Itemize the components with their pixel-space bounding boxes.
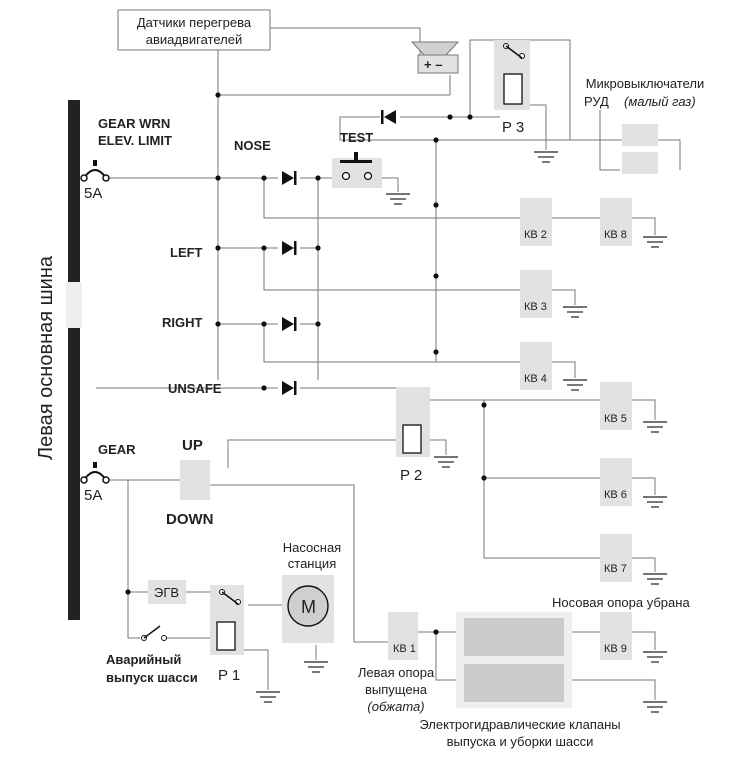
indicator-nose: NOSE [234, 138, 271, 153]
breaker-top-rating: 5A [84, 185, 102, 202]
breaker-bottom-label: GEAR [98, 442, 136, 457]
test-button-icon [340, 152, 373, 181]
main-bus-bar [68, 100, 80, 620]
kv6-label: КВ 6 [604, 489, 627, 501]
relay-p1 [210, 585, 244, 655]
kv-boxes [388, 124, 658, 660]
valve-retract [464, 664, 564, 702]
gear-lever-box [180, 460, 210, 500]
bus-label: Левая основная шина [35, 255, 57, 460]
emergency-line2: выпуск шасси [106, 670, 198, 685]
microswitch-note-line1: Микровыключатели [586, 76, 705, 91]
kv9-label: КВ 9 [604, 643, 627, 655]
breaker-top-line1: GEAR WRN [98, 116, 170, 131]
left-gear-line2: выпущена [365, 682, 428, 697]
relay-p1-label: P 1 [218, 667, 240, 684]
kv2-label: КВ 2 [524, 229, 547, 241]
junction-dots [125, 92, 487, 635]
emergency-line1: Аварийный [106, 652, 181, 667]
relay-p2-label: P 2 [400, 467, 422, 484]
kv5-label: КВ 5 [604, 413, 627, 425]
relay-p3 [494, 40, 530, 110]
horn-icon [410, 41, 460, 74]
relay-p2 [396, 387, 430, 457]
diode-icon [282, 110, 396, 395]
relay-p3-label: P 3 [502, 119, 524, 136]
egv-label: ЭГВ [154, 585, 179, 600]
breaker-top [80, 160, 110, 182]
gear-lever-down: DOWN [166, 511, 214, 528]
egv-box [148, 580, 186, 604]
test-label: TEST [340, 130, 373, 145]
valves-line1: Электрогидравлические клапаны [419, 717, 620, 732]
kv3-label: КВ 3 [524, 301, 547, 313]
microswitch-note-line2a: РУД [584, 94, 609, 109]
left-gear-line3: (обжата) [367, 699, 424, 714]
sensor-note-line1: Датчики перегрева [137, 15, 252, 30]
kv1-label: КВ 1 [393, 643, 416, 655]
valve-extend [464, 618, 564, 656]
microswitch-note-line2b: (малый газ) [624, 94, 696, 109]
indicator-right: RIGHT [162, 315, 203, 330]
breaker-top-line2: ELEV. LIMIT [98, 133, 172, 148]
sensor-note-line2: авиадвигателей [146, 32, 242, 47]
kv4-label: КВ 4 [524, 373, 547, 385]
breaker-bottom-rating: 5A [84, 487, 102, 504]
indicator-unsafe: UNSAFE [168, 381, 222, 396]
kv8-label: КВ 8 [604, 229, 627, 241]
pump-line1: Насосная [283, 540, 341, 555]
horn-polarity: + – [424, 57, 442, 72]
motor-icon [287, 585, 329, 627]
emergency-switch-icon [141, 625, 167, 641]
ground-icon [256, 151, 667, 713]
left-gear-line1: Левая опора [358, 665, 435, 680]
kv7-label: КВ 7 [604, 563, 627, 575]
gear-lever-up: UP [182, 437, 203, 454]
sensor-note-box [117, 9, 271, 51]
valves-line2: выпуска и уборки шасси [447, 734, 594, 749]
pump-line2: станция [288, 556, 336, 571]
indicator-left: LEFT [170, 245, 203, 260]
nose-retracted-label: Носовая опора убрана [552, 595, 690, 610]
bus-break [66, 282, 82, 328]
motor-label: M [301, 597, 316, 617]
breaker-bottom [80, 462, 110, 484]
